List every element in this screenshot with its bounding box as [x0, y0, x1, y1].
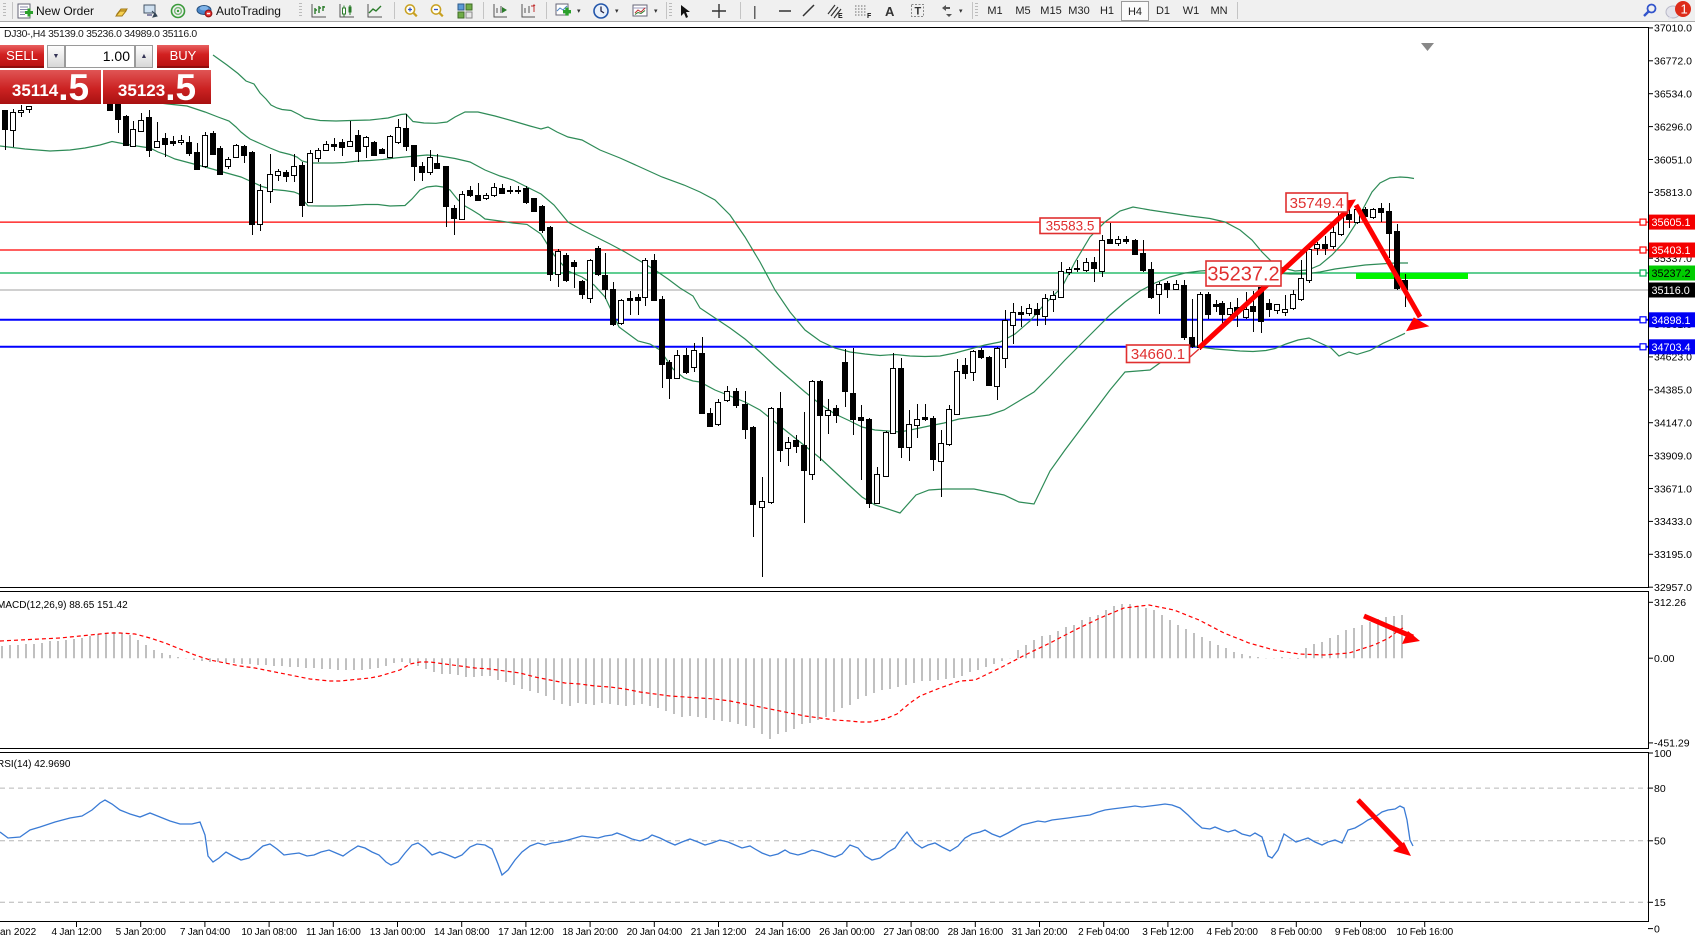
svg-text:28 Jan 16:00: 28 Jan 16:00 [948, 927, 1004, 938]
svg-text:35605.1: 35605.1 [1652, 217, 1691, 229]
svg-text:36051.0: 36051.0 [1654, 154, 1692, 166]
svg-text:14 Jan 08:00: 14 Jan 08:00 [434, 927, 490, 938]
svg-text:33671.0: 33671.0 [1654, 483, 1692, 495]
svg-text:37010.0: 37010.0 [1654, 23, 1692, 35]
svg-text:0.00: 0.00 [1654, 653, 1675, 665]
svg-text:RSI(14) 42.9690: RSI(14) 42.9690 [0, 759, 71, 770]
svg-text:26 Jan 00:00: 26 Jan 00:00 [819, 927, 875, 938]
svg-text:33909.0: 33909.0 [1654, 450, 1692, 462]
svg-text:8 Feb 00:00: 8 Feb 00:00 [1271, 927, 1323, 938]
svg-text:an 2022: an 2022 [0, 927, 37, 938]
svg-text:34147.0: 34147.0 [1654, 418, 1692, 430]
svg-text:10 Jan 08:00: 10 Jan 08:00 [241, 927, 297, 938]
svg-text:34703.4: 34703.4 [1652, 342, 1691, 354]
svg-text:7 Jan 04:00: 7 Jan 04:00 [180, 927, 231, 938]
svg-text:35403.1: 35403.1 [1652, 245, 1691, 257]
svg-text:21 Jan 12:00: 21 Jan 12:00 [691, 927, 747, 938]
svg-text:34623.0: 34623.0 [1654, 352, 1692, 364]
svg-text:34385.0: 34385.0 [1654, 385, 1692, 397]
svg-text:100: 100 [1654, 748, 1672, 760]
svg-text:9 Feb 08:00: 9 Feb 08:00 [1335, 927, 1387, 938]
svg-text:35749.4: 35749.4 [1290, 195, 1344, 212]
svg-text:11 Jan 16:00: 11 Jan 16:00 [306, 927, 361, 938]
svg-text:312.26: 312.26 [1654, 597, 1686, 609]
svg-text:24 Jan 16:00: 24 Jan 16:00 [755, 927, 811, 938]
svg-text:33195.0: 33195.0 [1654, 549, 1692, 561]
svg-text:MACD(12,26,9) 88.65 151.42: MACD(12,26,9) 88.65 151.42 [0, 600, 128, 611]
svg-text:4 Feb 20:00: 4 Feb 20:00 [1207, 927, 1259, 938]
svg-text:35813.0: 35813.0 [1654, 187, 1692, 199]
svg-text:17 Jan 12:00: 17 Jan 12:00 [498, 927, 554, 938]
svg-text:2 Feb 04:00: 2 Feb 04:00 [1078, 927, 1130, 938]
svg-text:35583.5: 35583.5 [1046, 219, 1095, 234]
svg-text:50: 50 [1654, 836, 1666, 848]
svg-text:34898.1: 34898.1 [1652, 315, 1691, 327]
svg-text:36534.0: 36534.0 [1654, 89, 1692, 101]
svg-text:F: F [867, 13, 872, 20]
svg-text:20 Jan 04:00: 20 Jan 04:00 [627, 927, 683, 938]
svg-text:T: T [915, 6, 922, 18]
svg-text:0: 0 [1654, 923, 1660, 935]
svg-text:DJ30-,H4 35139.0 35236.0 3498: DJ30-,H4 35139.0 35236.0 34989.0 35116.0 [4, 29, 197, 40]
svg-text:5 Jan 20:00: 5 Jan 20:00 [116, 927, 167, 938]
svg-text:27 Jan 08:00: 27 Jan 08:00 [883, 927, 939, 938]
svg-text:-451.29: -451.29 [1654, 738, 1690, 750]
svg-text:18 Jan 20:00: 18 Jan 20:00 [562, 927, 618, 938]
svg-text:34660.1: 34660.1 [1131, 346, 1185, 363]
svg-text:E: E [838, 13, 843, 20]
svg-text:35237.2: 35237.2 [1652, 268, 1691, 280]
svg-text:33433.0: 33433.0 [1654, 516, 1692, 528]
svg-text:35116.0: 35116.0 [1652, 285, 1690, 297]
svg-text:4 Jan 12:00: 4 Jan 12:00 [51, 927, 102, 938]
svg-text:1: 1 [1681, 2, 1688, 17]
svg-text:32957.0: 32957.0 [1654, 582, 1692, 594]
svg-text:31 Jan 20:00: 31 Jan 20:00 [1012, 927, 1068, 938]
svg-text:35237.2: 35237.2 [1207, 264, 1279, 286]
svg-text:80: 80 [1654, 783, 1666, 795]
svg-text:15: 15 [1654, 897, 1666, 909]
svg-text:36772.0: 36772.0 [1654, 56, 1692, 68]
svg-text:3 Feb 12:00: 3 Feb 12:00 [1142, 927, 1194, 938]
svg-text:36296.0: 36296.0 [1654, 121, 1692, 133]
svg-text:13 Jan 00:00: 13 Jan 00:00 [370, 927, 426, 938]
svg-text:10 Feb 16:00: 10 Feb 16:00 [1396, 927, 1453, 938]
